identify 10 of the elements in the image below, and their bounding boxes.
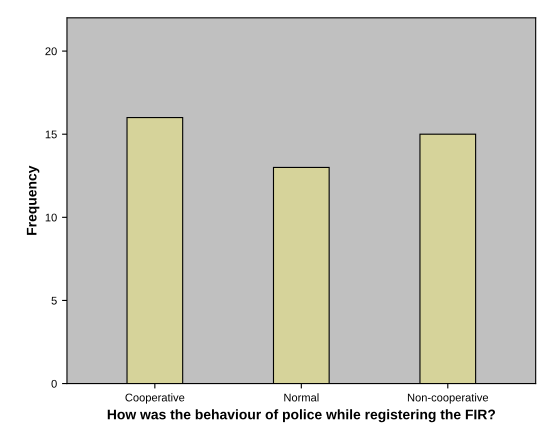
y-tick-label: 20 <box>45 47 57 56</box>
x-tick-label: Cooperative <box>125 393 184 404</box>
x-axis-title: How was the behaviour of police while registering the FIR? <box>108 409 496 422</box>
y-tick-label: 5 <box>52 296 57 305</box>
x-tick-label: Non-cooperative <box>408 393 488 404</box>
y-tick-label: 15 <box>46 130 57 138</box>
y-tick-label: 0 <box>51 380 57 388</box>
x-tick-label: Normal <box>284 393 318 402</box>
y-tick-label: 10 <box>46 214 57 222</box>
y-axis-title: Frequency <box>26 166 40 235</box>
